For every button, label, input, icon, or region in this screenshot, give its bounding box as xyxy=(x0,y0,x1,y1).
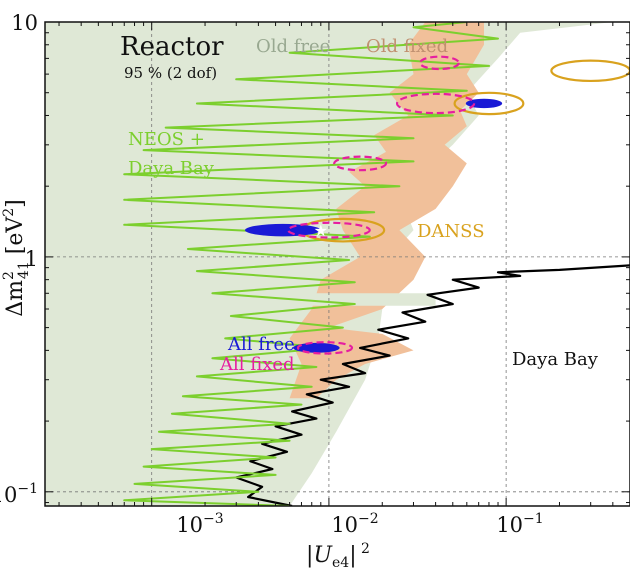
danss-contour-1 xyxy=(453,91,525,116)
label-old-free: Old free xyxy=(256,36,330,57)
grid-lines xyxy=(45,22,630,506)
y-tick-label-1: 1 xyxy=(25,247,38,271)
x-tick-label-1e-3: 10−3 xyxy=(176,511,223,537)
all-fixed-contour-2 xyxy=(333,155,388,172)
label-old-fixed: Old fixed xyxy=(366,36,448,57)
x-tick-label-1e-1: 10−1 xyxy=(496,511,543,537)
series-neos-daya-bay xyxy=(123,22,499,506)
label-neos-line2: Daya Bay xyxy=(128,158,215,179)
all-free-island-0 xyxy=(244,223,321,237)
best-fit-star: ★ xyxy=(314,221,328,240)
region-old-fixed-gap xyxy=(311,293,436,306)
label-danss: DANSS xyxy=(417,221,485,242)
label-daya-bay: Daya Bay xyxy=(512,349,599,370)
y-axis-label: Δm241 [eV2] xyxy=(1,199,32,317)
label-all-fixed: All fixed xyxy=(219,354,295,375)
chart-title: Reactor xyxy=(120,32,224,62)
y-tick-label-10: 10 xyxy=(11,11,38,35)
label-neos-line1: NEOS + xyxy=(128,129,205,150)
all-free-island-1 xyxy=(293,342,340,353)
plot-frame xyxy=(44,21,630,507)
x-tick-label-1e-2: 10−2 xyxy=(331,511,378,537)
label-all-free: All free xyxy=(227,334,295,355)
chart-subtitle: 95 % (2 dof) xyxy=(124,64,217,82)
contour-layer: ★ xyxy=(123,22,630,506)
x-axis-label: |Ue4| 2 xyxy=(306,541,370,571)
all-fixed-contour-3 xyxy=(395,92,476,115)
y-tick-label-1e-1: 10−1 xyxy=(0,481,38,507)
all-fixed-contour-0 xyxy=(286,221,371,239)
all-free-island-2 xyxy=(465,98,503,109)
tick-layer xyxy=(45,22,630,506)
all-fixed-contour-1 xyxy=(296,341,354,355)
